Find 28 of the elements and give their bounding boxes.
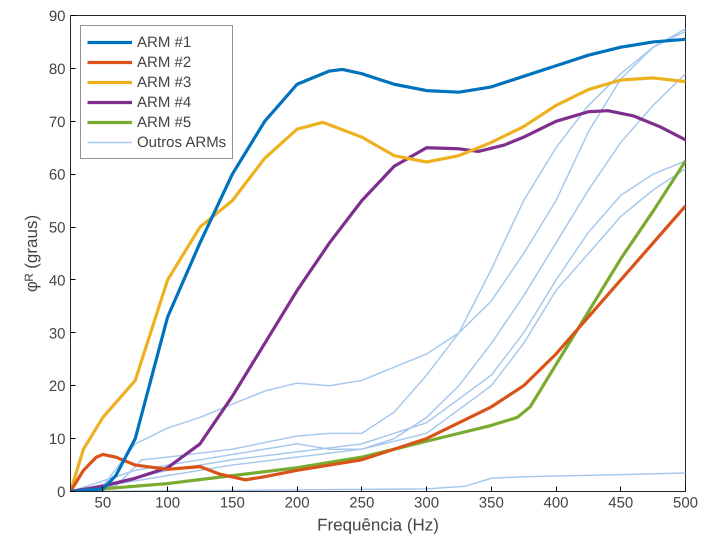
y-tick-label: 90 <box>48 8 66 25</box>
y-tick-label: 10 <box>48 431 66 448</box>
y-tick-label: 30 <box>48 325 66 342</box>
legend-label: ARM #2 <box>137 53 192 71</box>
legend-label: Outros ARMs <box>137 133 226 151</box>
x-tick-label: 350 <box>478 494 504 512</box>
y-tick-label: 20 <box>48 378 66 396</box>
legend-label: ARM #1 <box>137 33 192 51</box>
x-tick-label: 400 <box>544 494 569 512</box>
x-tick-label: 250 <box>349 494 374 512</box>
legend-label: ARM #3 <box>137 73 192 91</box>
y-tick-label: 50 <box>48 220 66 237</box>
y-tick-label: 40 <box>48 272 66 290</box>
x-tick-label: 100 <box>155 494 180 512</box>
x-tick-label: 300 <box>414 494 440 512</box>
y-tick-label: 60 <box>48 166 66 184</box>
x-tick-label: 200 <box>284 494 310 512</box>
y-tick-label: 70 <box>48 114 66 131</box>
x-tick-label: 450 <box>608 494 634 512</box>
legend-label: ARM #4 <box>137 93 192 111</box>
y-tick-label: 0 <box>57 484 66 501</box>
y-tick-label: 80 <box>48 60 66 78</box>
y-axis-title: φᴿ (graus) <box>22 214 41 292</box>
legend-label: ARM #5 <box>137 113 192 131</box>
x-tick-label: 500 <box>672 494 698 512</box>
x-tick-label: 150 <box>220 494 245 512</box>
x-axis-title: Frequência (Hz) <box>317 516 439 534</box>
x-tick-label: 50 <box>94 494 112 512</box>
